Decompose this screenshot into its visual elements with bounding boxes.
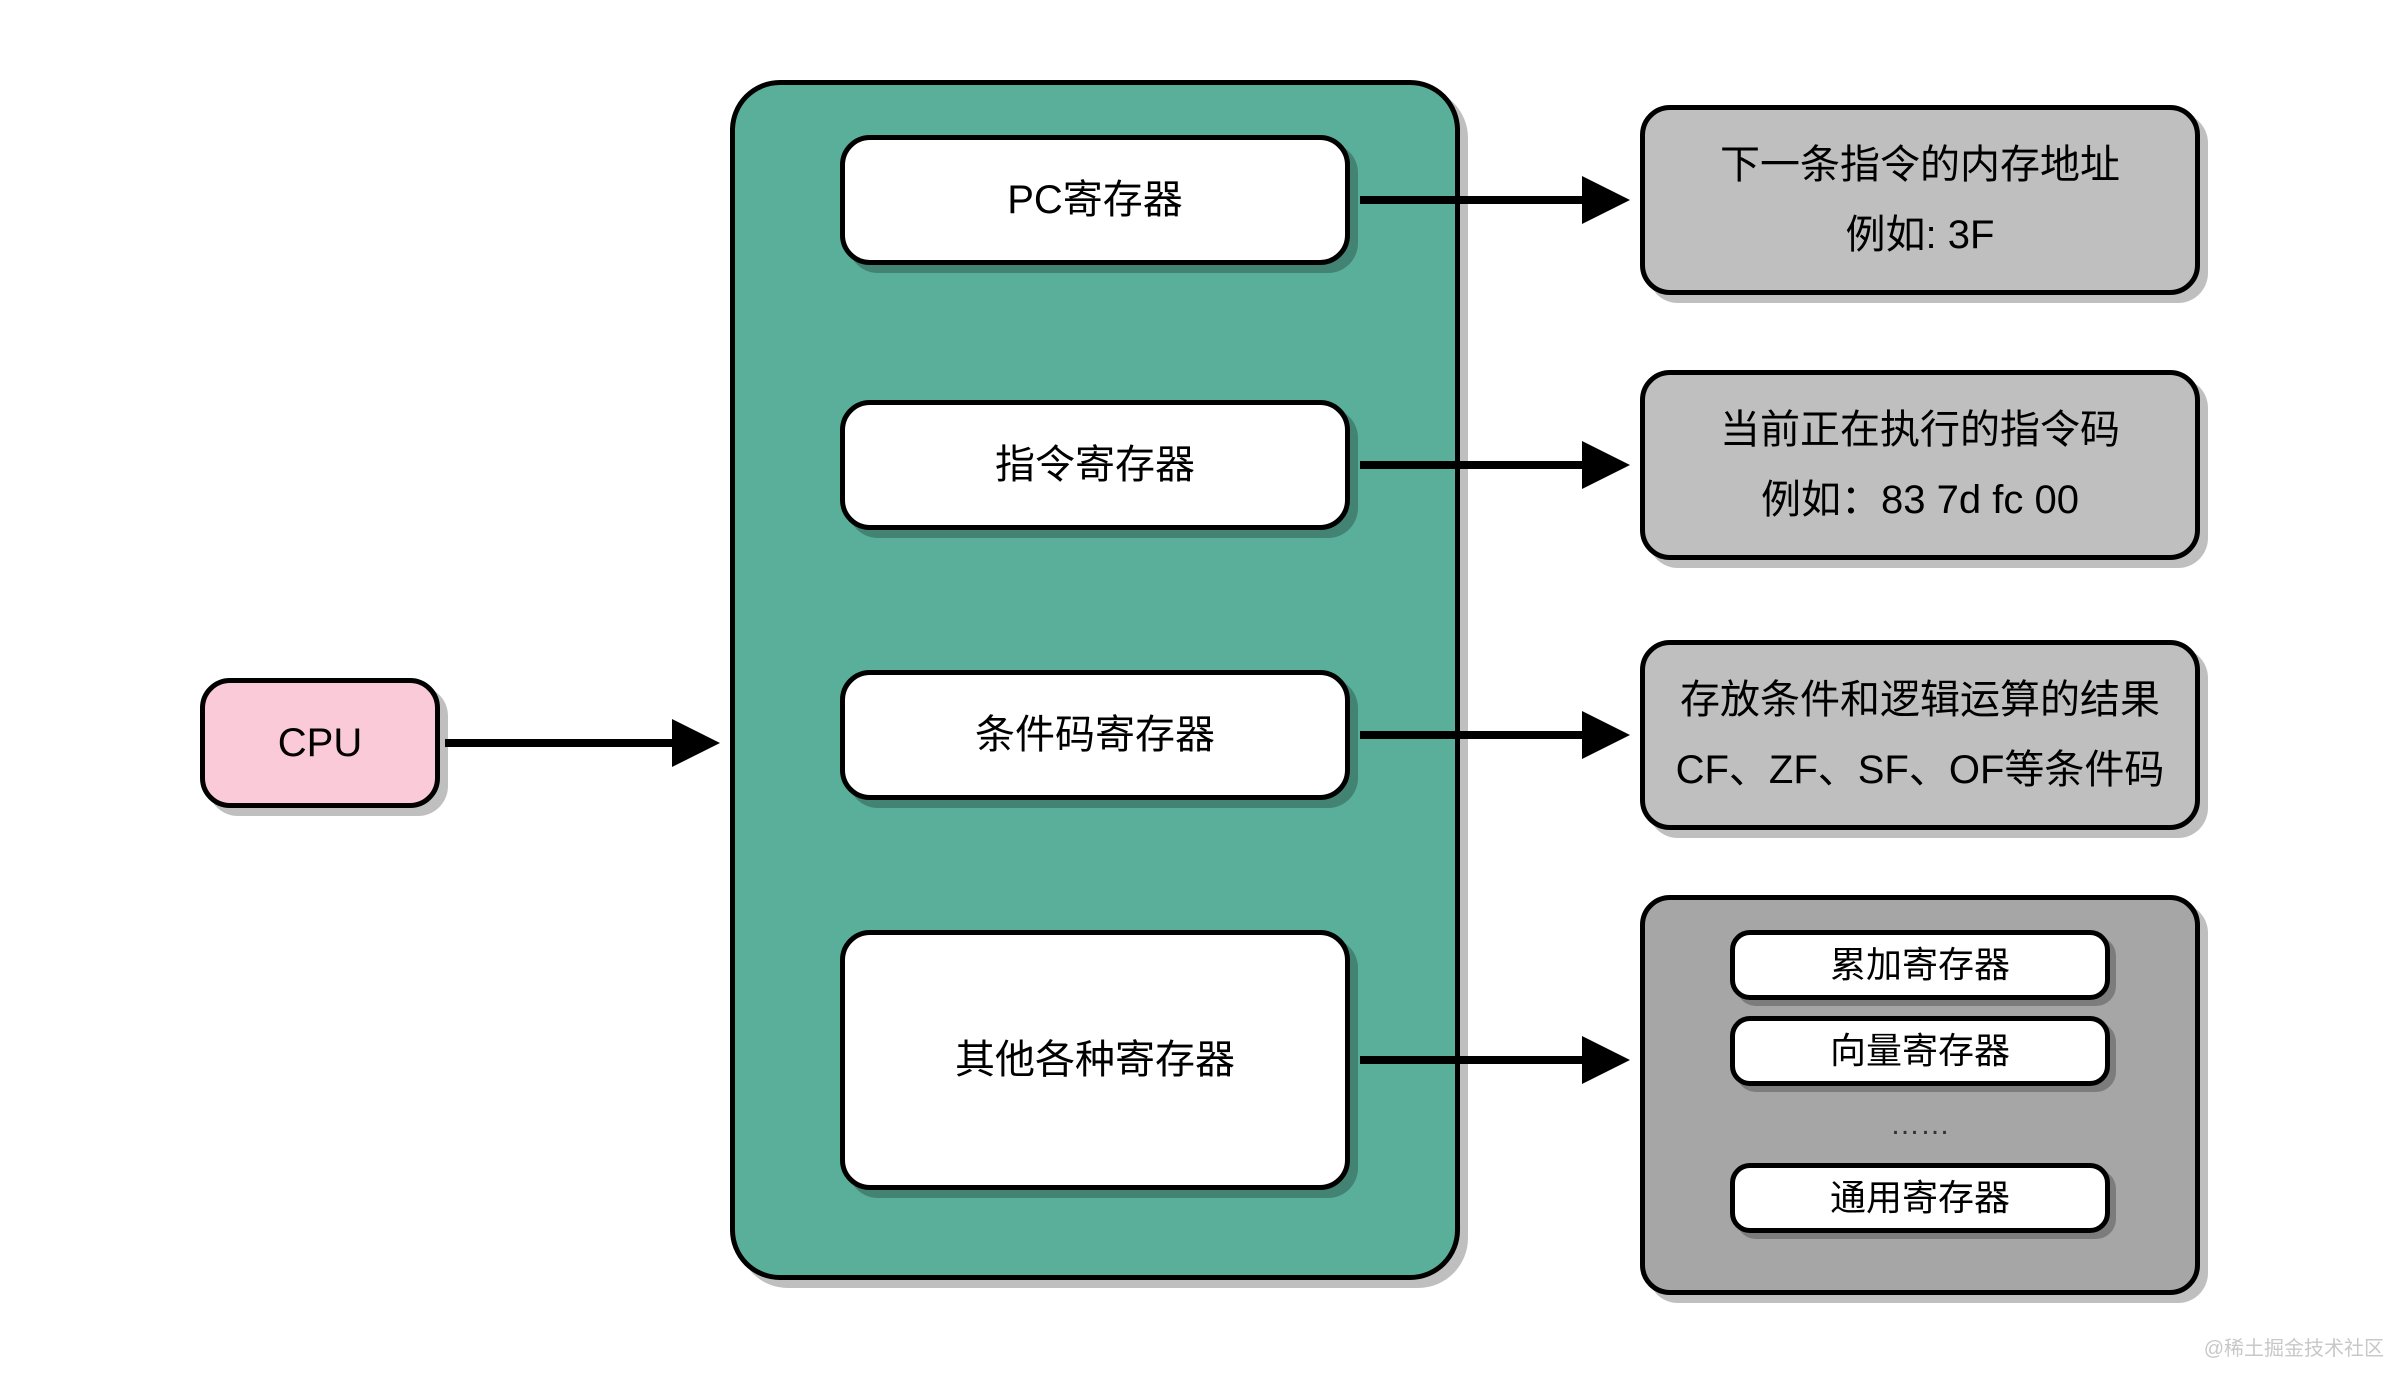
- footer-credit: @稀土掘金技术社区: [2204, 1332, 2384, 1361]
- arrow-cpu-to-container: [0, 0, 2404, 1375]
